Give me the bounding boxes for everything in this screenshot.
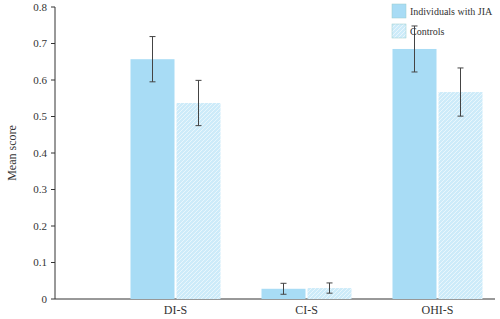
error-bar	[150, 37, 156, 82]
y-tick	[51, 116, 55, 117]
error-stem	[283, 283, 284, 294]
y-tick-label: 0.8	[33, 1, 47, 13]
error-cap	[327, 282, 333, 283]
y-tick	[51, 7, 55, 8]
bar	[393, 49, 437, 299]
bar	[439, 92, 483, 299]
y-tick	[51, 299, 55, 300]
chart-svg: 0 0.1 0.2 0.3 0.4 0.5 0.6 0.7 0.8 Mean score DI-S C…	[0, 0, 500, 319]
y-tick-label: 0.7	[33, 37, 47, 49]
y-tick	[51, 262, 55, 263]
error-stem	[460, 68, 461, 116]
y-tick-label: 0.5	[33, 110, 47, 122]
legend-swatch	[392, 24, 406, 38]
error-bar	[196, 80, 202, 125]
error-stem	[152, 37, 153, 82]
legend-label: Individuals with JIA	[410, 6, 493, 17]
error-cap	[327, 293, 333, 294]
y-tick	[51, 80, 55, 81]
error-stem	[329, 283, 330, 293]
error-bar	[458, 68, 464, 116]
error-cap	[196, 125, 202, 126]
error-stem	[198, 80, 199, 125]
bar	[177, 103, 221, 299]
y-tick-label: 0.6	[33, 74, 47, 86]
y-tick-label: 0	[42, 293, 48, 305]
error-cap	[150, 81, 156, 82]
error-bar	[281, 283, 287, 294]
x-tick-label: CI-S	[295, 303, 318, 317]
y-tick	[51, 189, 55, 190]
x-tick-label: DI-S	[164, 303, 187, 317]
legend-swatch	[392, 4, 406, 18]
legend: Individuals with JIA Controls	[392, 4, 493, 38]
chart-container: 0 0.1 0.2 0.3 0.4 0.5 0.6 0.7 0.8 Mean score DI-S C…	[0, 0, 500, 319]
y-tick	[51, 153, 55, 154]
error-bar	[327, 283, 333, 293]
y-tick	[51, 226, 55, 227]
y-tick-label: 0.4	[33, 147, 47, 159]
y-axis-label: Mean score	[5, 125, 19, 181]
legend-label: Controls	[410, 26, 445, 37]
error-cap	[150, 36, 156, 37]
bars	[131, 26, 483, 299]
error-cap	[281, 283, 287, 284]
x-tick-label: OHI-S	[422, 303, 454, 317]
y-tick-label: 0.1	[33, 256, 47, 268]
error-cap	[196, 80, 202, 81]
y-tick	[51, 43, 55, 44]
y-tick-label: 0.3	[33, 183, 47, 195]
error-cap	[458, 67, 464, 68]
error-cap	[412, 71, 418, 72]
error-cap	[458, 116, 464, 117]
bar	[131, 59, 175, 299]
y-tick-label: 0.2	[33, 220, 47, 232]
error-cap	[281, 294, 287, 295]
